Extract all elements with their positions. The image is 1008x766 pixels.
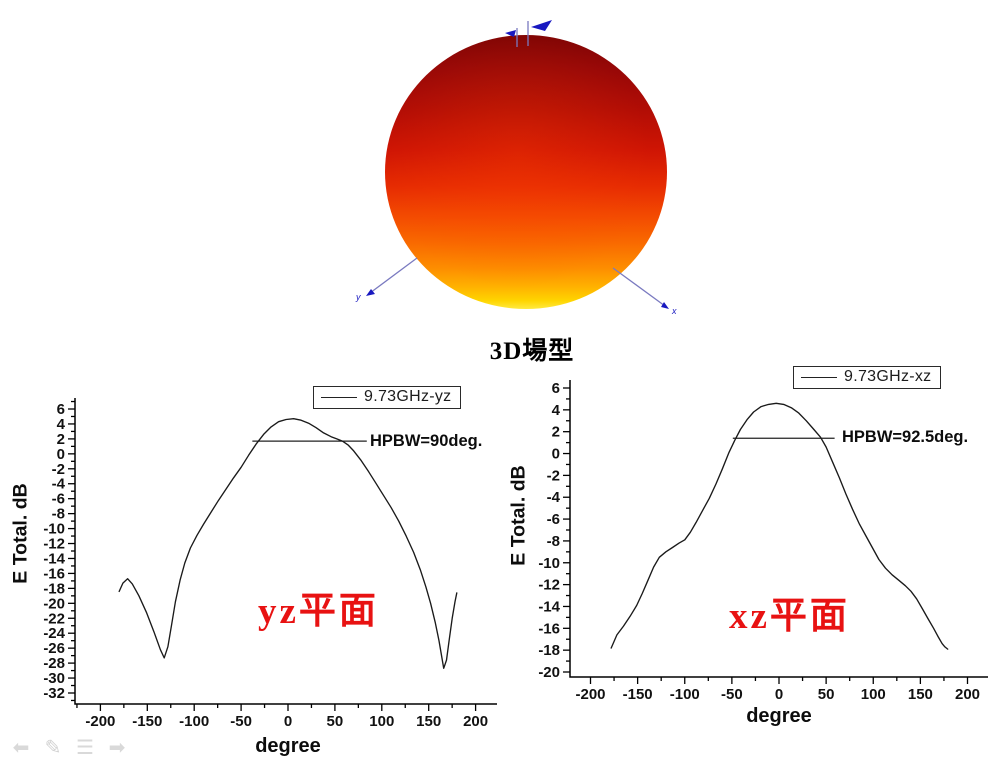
radiation-sphere-3d	[385, 35, 667, 309]
svg-text:-2: -2	[547, 467, 560, 484]
svg-text:-10: -10	[43, 521, 65, 538]
svg-text:0: 0	[284, 713, 292, 730]
svg-text:-28: -28	[43, 655, 65, 672]
xz-legend-box: 9.73GHz-xz	[793, 366, 942, 389]
x-arrow-icon	[661, 302, 669, 309]
chart-yz: -200 -150 -100 -50 0 50 100 150 200 -32 -30 -28 -26-…	[0, 380, 510, 766]
svg-text:4: 4	[552, 402, 561, 419]
x-axis-letter: x	[671, 306, 677, 316]
y-axis-letter: y	[355, 292, 361, 302]
svg-text:-100: -100	[670, 686, 700, 703]
svg-text:-8: -8	[547, 533, 560, 550]
svg-text:-50: -50	[721, 686, 743, 703]
3d-axes: y x	[355, 20, 677, 316]
yz-plot: -200 -150 -100 -50 0 50 100 150 200-32-30-28-26-…	[43, 398, 497, 730]
svg-text:-150: -150	[132, 713, 162, 730]
svg-text:-50: -50	[230, 713, 252, 730]
svg-text:-18: -18	[43, 580, 65, 597]
svg-text:-6: -6	[52, 491, 65, 508]
svg-text:-20: -20	[538, 664, 560, 681]
xz-plane-label: xz平面	[729, 596, 850, 637]
xz-legend-line-sample	[801, 376, 837, 378]
svg-text:-18: -18	[538, 642, 560, 659]
svg-text:-200: -200	[575, 686, 605, 703]
svg-text:0: 0	[552, 446, 560, 463]
svg-text:-2: -2	[52, 461, 65, 478]
svg-text:-22: -22	[43, 610, 65, 627]
yz-legend-label: 9.73GHz-yz	[364, 388, 452, 405]
menu-icon[interactable]: ☰	[76, 737, 94, 759]
x-axis-line	[612, 267, 666, 307]
phi-arrow-icon	[531, 20, 552, 31]
svg-text:0: 0	[57, 446, 65, 463]
svg-text:150: 150	[416, 713, 441, 730]
svg-text:-150: -150	[623, 686, 653, 703]
pen-icon[interactable]: ✎	[44, 737, 62, 759]
svg-text:-10: -10	[538, 555, 560, 572]
yz-y-axis-title: E Total. dB	[9, 483, 32, 584]
next-arrow-icon[interactable]: ➡	[108, 737, 126, 759]
chart-xz: -200 -150 -100 -50 0 50 100 150 200 -20 -18 -16 -14-…	[507, 355, 1008, 760]
svg-text:-12: -12	[538, 577, 560, 594]
yz-x-axis-title: degree	[255, 735, 321, 757]
svg-text:100: 100	[369, 713, 394, 730]
svg-text:200: 200	[955, 686, 980, 703]
svg-text:6: 6	[57, 401, 65, 418]
svg-text:-100: -100	[179, 713, 209, 730]
svg-text:-14: -14	[43, 550, 65, 567]
svg-text:-12: -12	[43, 536, 65, 553]
svg-text:-16: -16	[43, 565, 65, 582]
svg-text:200: 200	[463, 713, 488, 730]
xz-x-axis-title: degree	[746, 705, 812, 727]
svg-text:150: 150	[908, 686, 933, 703]
svg-text:0: 0	[775, 686, 783, 703]
svg-text:-8: -8	[52, 506, 65, 523]
svg-text:-6: -6	[547, 511, 560, 528]
y-arrow-icon	[366, 289, 375, 296]
svg-text:-14: -14	[538, 598, 560, 615]
yz-plane-label: yz平面	[258, 591, 379, 632]
yz-legend-line-sample	[321, 396, 357, 398]
svg-text:4: 4	[57, 416, 66, 433]
xz-plot: -200 -150 -100 -50 0 50 100 150 200-20-18-16-14-…	[538, 380, 988, 703]
xz-y-axis-title: E Total. dB	[507, 465, 530, 566]
theta-arrow-icon	[505, 30, 516, 37]
svg-text:-20: -20	[43, 595, 65, 612]
xz-hpbw-annotation: HPBW=92.5deg.	[842, 428, 969, 446]
svg-text:-16: -16	[538, 620, 560, 637]
svg-text:-30: -30	[43, 670, 65, 687]
svg-text:-4: -4	[547, 489, 561, 506]
svg-text:-200: -200	[85, 713, 115, 730]
y-axis-line	[369, 257, 418, 294]
svg-text:50: 50	[327, 713, 344, 730]
svg-text:50: 50	[818, 686, 835, 703]
svg-text:6: 6	[552, 380, 560, 397]
svg-text:-32: -32	[43, 685, 65, 702]
svg-text:-26: -26	[43, 640, 65, 657]
yz-legend-box: 9.73GHz-yz	[313, 386, 462, 409]
svg-text:100: 100	[861, 686, 886, 703]
xz-legend-label: 9.73GHz-xz	[844, 368, 932, 385]
previous-arrow-icon[interactable]: ⬅	[12, 737, 30, 759]
svg-text:-24: -24	[43, 625, 65, 642]
yz-hpbw-annotation: HPBW=90deg.	[370, 432, 483, 450]
svg-text:-4: -4	[52, 476, 66, 493]
3d-pattern-title: 3D場型	[489, 338, 575, 365]
svg-text:2: 2	[552, 424, 560, 441]
svg-text:2: 2	[57, 431, 65, 448]
